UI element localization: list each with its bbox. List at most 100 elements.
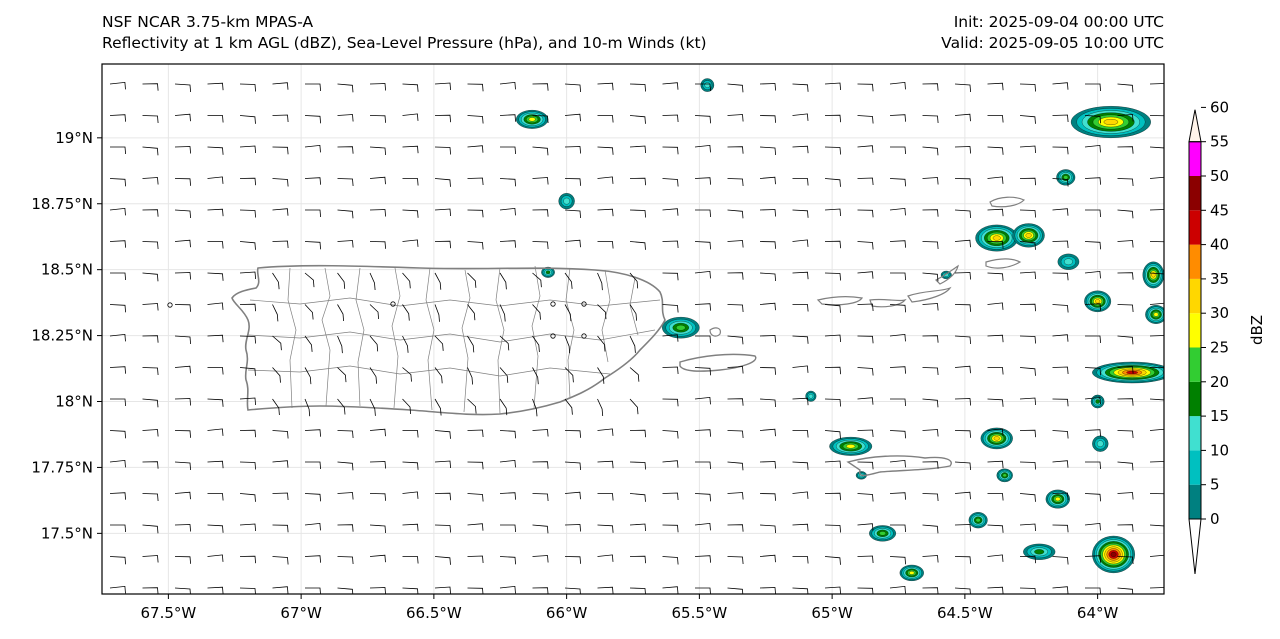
wind-barb	[142, 83, 159, 91]
wind-barb	[922, 115, 939, 124]
wind-barb	[434, 556, 451, 565]
wind-barb	[174, 491, 191, 500]
reflectivity-contour	[1126, 370, 1138, 375]
wind-barb	[304, 115, 321, 124]
wind-barb	[1149, 587, 1164, 589]
wind-barb	[1019, 335, 1036, 344]
wind-barb	[662, 114, 679, 123]
wind-barb	[239, 335, 256, 344]
wind-barb	[272, 460, 289, 468]
lon-tick-label: 65.5°W	[672, 604, 728, 622]
wind-barb	[954, 113, 971, 122]
colorbar-segment	[1189, 313, 1201, 348]
wind-barb	[662, 208, 679, 216]
wind-barb	[272, 146, 289, 155]
wind-barb	[792, 113, 809, 121]
wind-barb	[239, 429, 256, 438]
wind-barb	[954, 178, 971, 186]
wind-barb	[434, 304, 440, 322]
wind-barb	[304, 493, 321, 502]
wind-barb	[890, 524, 906, 533]
wind-barb	[987, 241, 1004, 249]
wind-barb	[304, 177, 321, 185]
wind-barb	[142, 303, 159, 311]
reflectivity-contour	[1063, 175, 1069, 180]
wind-barb	[857, 241, 874, 250]
wind-barb	[272, 178, 289, 187]
wind-barb	[174, 524, 191, 532]
wind-barb	[954, 398, 971, 406]
wind-barb	[239, 303, 256, 312]
reflectivity-contour	[676, 324, 686, 331]
wind-barb	[857, 429, 874, 438]
wind-barb	[759, 176, 776, 185]
title-left: NSF NCAR 3.75-km MPAS-A Reflectivity at …	[102, 12, 707, 54]
reflectivity-cell	[541, 266, 555, 278]
wind-barb	[597, 398, 604, 417]
wind-barb	[532, 493, 549, 502]
colorbar-segment	[1189, 244, 1201, 279]
wind-barb	[110, 524, 126, 533]
colorbar-segment	[1189, 210, 1201, 245]
wind-barb	[564, 146, 581, 154]
wind-barb	[109, 459, 126, 468]
wind-barb	[1019, 177, 1036, 186]
wind-barb	[207, 524, 224, 533]
wind-barb	[402, 556, 419, 564]
colorbar-tick-label: 30	[1210, 304, 1229, 322]
wind-barb	[629, 335, 636, 353]
wind-barb	[1117, 209, 1134, 219]
wind-barb	[272, 398, 280, 416]
wind-barb	[304, 304, 314, 320]
wind-barb	[954, 524, 971, 532]
wind-barb	[662, 556, 679, 565]
colorbar-extend-high	[1188, 109, 1202, 143]
colorbar-tick-label: 25	[1210, 339, 1229, 357]
reflectivity-contour	[846, 444, 856, 449]
wind-barb	[109, 81, 126, 90]
wind-barb	[987, 554, 1004, 562]
lon-tick-label: 66.5°W	[406, 604, 462, 622]
wind-barb	[402, 83, 419, 92]
wind-barb	[1117, 335, 1134, 345]
wind-barb	[759, 367, 776, 375]
colorbar-segment	[1189, 450, 1201, 485]
wind-barb	[922, 524, 939, 534]
lat-tick-label: 17.5°N	[41, 524, 93, 542]
wind-barb	[564, 178, 581, 186]
wind-barb	[434, 586, 451, 594]
wind-barb	[1052, 430, 1069, 439]
wind-barb	[110, 398, 126, 407]
wind-barb	[337, 367, 347, 383]
wind-barb	[1052, 240, 1069, 249]
wind-barb	[954, 304, 971, 312]
wind-barbs	[109, 81, 1164, 594]
wind-barb	[792, 523, 809, 532]
wind-barb	[467, 335, 475, 353]
reflectivity-cell	[940, 270, 952, 280]
wind-barb	[109, 207, 126, 216]
wind-barb	[597, 272, 603, 291]
wind-barb	[1149, 146, 1164, 149]
wind-barb	[499, 459, 516, 468]
wind-barb	[727, 524, 744, 532]
wind-barb	[922, 303, 939, 311]
wind-barb	[597, 493, 614, 501]
wind-barb	[434, 114, 451, 123]
wind-barb	[987, 398, 1004, 407]
wind-barb	[434, 208, 451, 217]
wind-barb	[109, 366, 126, 374]
wind-barb	[142, 367, 159, 376]
wind-barb	[110, 146, 126, 155]
wind-barb	[532, 587, 549, 594]
wind-barb	[629, 145, 646, 154]
wind-barb	[1019, 429, 1036, 438]
wind-barb	[1052, 272, 1069, 281]
wind-barb	[1052, 556, 1069, 565]
reflectivity-cell	[1023, 543, 1056, 560]
reflectivity-contour	[545, 270, 551, 275]
wind-barb	[239, 145, 256, 154]
wind-barb	[207, 115, 224, 123]
wind-barb	[402, 304, 410, 321]
wind-barb	[629, 587, 646, 594]
